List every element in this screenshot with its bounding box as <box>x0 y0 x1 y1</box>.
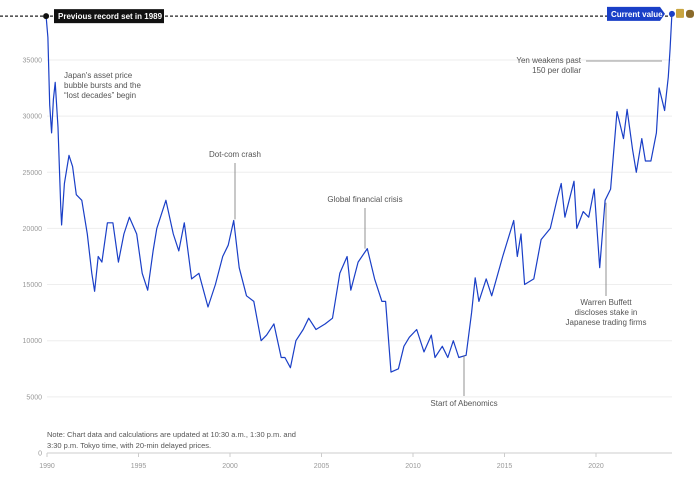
x-tick-label: 2005 <box>314 463 330 470</box>
annotation-line: discloses stake in <box>575 308 638 317</box>
y-tick-label: 10000 <box>23 338 43 345</box>
emoji-icon <box>676 8 684 18</box>
y-tick-label: 5000 <box>26 394 42 401</box>
current-marker <box>668 10 675 17</box>
annotation-label: Yen weakens past 150 per dollar <box>516 56 581 75</box>
y-tick-label: 25000 <box>23 170 43 177</box>
x-tick-label: 1995 <box>131 463 147 470</box>
annotation-line: “lost decades” begin <box>64 91 136 100</box>
current-value-box <box>607 6 665 21</box>
current-value-label: Current value <box>611 10 663 19</box>
annotation-line: Global financial crisis <box>327 195 402 204</box>
record-marker <box>43 13 50 20</box>
annotation-line: Japanese trading firms <box>566 318 647 327</box>
x-tick-label: 2000 <box>222 463 238 470</box>
y-tick-label: 0 <box>38 451 42 458</box>
annotation-line: Warren Buffett <box>580 298 632 307</box>
annotation-label: Japan's asset price bubble bursts and the… <box>64 71 141 100</box>
annotation-label: Global financial crisis <box>327 195 402 204</box>
series-line <box>45 13 673 373</box>
y-tick-label: 20000 <box>23 226 43 233</box>
chart-note: 3:30 p.m. Tokyo time, with 20-min delaye… <box>47 441 211 450</box>
annotation-line: Dot-com crash <box>209 150 261 159</box>
x-tick-label: 2010 <box>405 463 421 470</box>
annotation-label: Dot-com crash <box>209 150 261 159</box>
annotation-line: Yen weakens past <box>516 56 581 65</box>
record-label-box <box>54 9 164 24</box>
x-tick-label: 1990 <box>39 463 55 470</box>
annotation-label: Warren Buffett discloses stake in Japanese… <box>566 298 647 327</box>
emoji-icon <box>686 9 694 18</box>
annotation-line: 150 per dollar <box>532 66 581 75</box>
y-tick-label: 35000 <box>23 57 43 64</box>
annotation-line: bubble bursts and the <box>64 81 141 90</box>
y-tick-label: 30000 <box>23 114 43 121</box>
annotation-label: Start of Abenomics <box>430 399 497 408</box>
annotation-line: Japan's asset price <box>64 71 133 80</box>
y-tick-label: 15000 <box>23 282 43 289</box>
record-label: Previous record set in 1989 <box>58 12 163 21</box>
chart-note: Note: Chart data and calculations are up… <box>47 430 296 439</box>
x-tick-label: 2020 <box>588 463 604 470</box>
annotation-line: Start of Abenomics <box>430 399 497 408</box>
x-tick-label: 2015 <box>497 463 513 470</box>
